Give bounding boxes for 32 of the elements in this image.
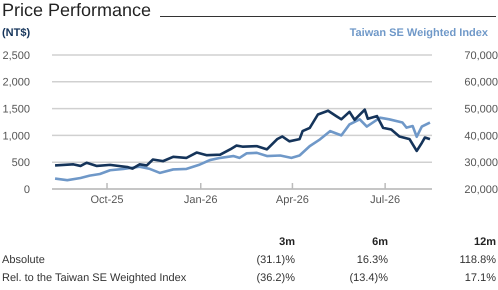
y2-tick-label: 30,000 (464, 157, 498, 170)
text: 6m (371, 236, 388, 248)
x-tick-label: Jan-26 (184, 194, 218, 206)
y-tick-label: 500 (12, 157, 30, 170)
line-series (54, 116, 432, 182)
line-series (54, 108, 432, 170)
y-tick-label: 2,000 (2, 76, 30, 89)
y-axis-title: (NT$) (2, 27, 30, 39)
chart-title: Price Performance (2, 0, 152, 20)
y2-tick-label: 50,000 (464, 104, 498, 116)
y2-tick-label: 20,000 (464, 184, 498, 196)
y2-tick-label: 60,000 (464, 76, 498, 89)
text: 3m (278, 236, 295, 248)
x-tick-label: Jul-26 (370, 194, 400, 206)
text: (13.4)% (348, 272, 388, 284)
text: 118.8% (458, 254, 496, 266)
text: Absolute (2, 254, 45, 266)
y-tick-label: 0 (24, 184, 30, 196)
text: Rel. to the Taiwan SE Weighted Index (2, 272, 186, 284)
y-tick-label: 1,000 (2, 130, 30, 142)
y-tick-label: 2,500 (2, 50, 30, 62)
y2-axis-title: Taiwan SE Weighted Index (350, 27, 488, 39)
text: 16.3% (356, 254, 388, 266)
text: (31.1)% (255, 254, 295, 266)
y2-tick-label: 40,000 (464, 130, 498, 142)
x-tick-label: Apr-26 (276, 194, 309, 206)
y-tick-label: 1,500 (2, 104, 30, 116)
y2-tick-label: 70,000 (464, 50, 498, 62)
text: (36.2)% (255, 272, 295, 284)
text: 17.1% (464, 272, 496, 284)
text: 12m (472, 236, 496, 248)
x-tick-label: Oct-25 (90, 194, 124, 206)
